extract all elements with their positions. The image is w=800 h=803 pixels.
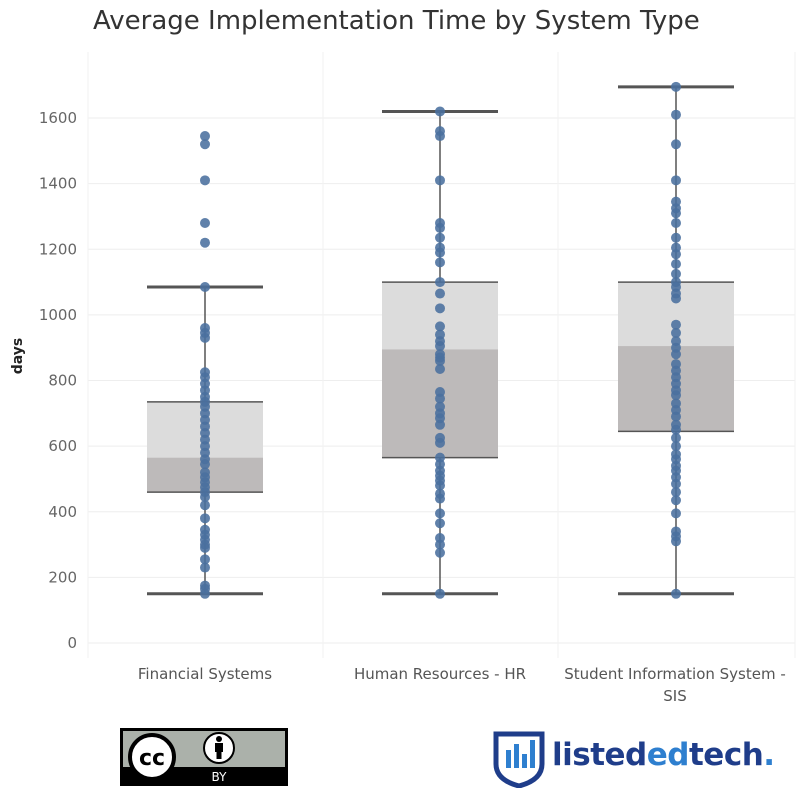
- data-point: [435, 126, 445, 137]
- y-tick-label: 1200: [39, 240, 77, 258]
- data-point: [671, 336, 681, 347]
- x-category-label-line: Financial Systems: [138, 665, 272, 683]
- data-point: [200, 323, 210, 333]
- data-point: [200, 281, 210, 292]
- data-point: [671, 109, 681, 120]
- data-point: [435, 432, 445, 443]
- listedtech-logo-text: listededtech.: [552, 737, 775, 773]
- data-point: [671, 359, 681, 370]
- data-point: [671, 588, 681, 599]
- data-point: [435, 508, 445, 519]
- data-point: [200, 175, 210, 186]
- data-point: [200, 139, 210, 150]
- data-point: [671, 449, 681, 460]
- license-label: BY: [212, 770, 228, 784]
- y-tick-label: 600: [48, 437, 77, 455]
- logo-text-listed: listed: [552, 737, 647, 773]
- person-icon: [203, 732, 235, 764]
- data-point: [200, 467, 210, 478]
- cc-icon: [128, 733, 176, 781]
- box-plot: 0 200 400 600 800 1000 1200 1400 1600 days Finan…: [10, 52, 796, 705]
- data-point: [671, 175, 681, 186]
- data-point: [671, 319, 681, 330]
- data-point: [435, 218, 445, 228]
- data-point: [435, 303, 445, 314]
- data-point: [671, 487, 681, 498]
- data-point: [671, 196, 681, 207]
- data-point: [671, 259, 681, 270]
- data-point: [671, 268, 681, 279]
- data-point: [435, 257, 445, 268]
- x-category-label: Student Information System - SIS: [564, 665, 786, 705]
- data-point: [671, 441, 681, 452]
- data-point: [671, 398, 681, 409]
- data-point: [671, 81, 681, 92]
- data-point: [435, 175, 445, 186]
- x-category-label: Human Resources - HR: [354, 665, 526, 683]
- data-point: [671, 495, 681, 506]
- data-point: [200, 367, 210, 378]
- data-point: [671, 526, 681, 537]
- x-category-label: Financial Systems: [138, 665, 272, 683]
- listedtech-shield-icon: [493, 731, 545, 788]
- data-point: [671, 419, 681, 430]
- logo-text-ed: ed: [646, 737, 690, 773]
- data-point: [200, 524, 210, 535]
- data-point: [671, 277, 681, 288]
- y-tick-label: 200: [48, 568, 77, 586]
- y-tick-label: 800: [48, 372, 77, 390]
- creative-commons-badge: cc BY: [120, 728, 288, 786]
- data-point: [671, 327, 681, 338]
- data-point: [671, 139, 681, 150]
- data-point: [671, 432, 681, 443]
- data-point: [435, 401, 445, 412]
- data-point: [435, 288, 445, 299]
- data-point: [435, 329, 445, 340]
- y-tick-label: 0: [67, 634, 77, 652]
- logo-text-tech: tech: [688, 737, 764, 773]
- data-point: [435, 242, 445, 253]
- data-point: [435, 232, 445, 243]
- logo-text-dot: .: [763, 737, 775, 773]
- data-point: [435, 386, 445, 397]
- chart-title: Average Implementation Time by System Ty…: [93, 6, 700, 36]
- data-point: [200, 218, 210, 228]
- x-category-label-line: Student Information System -: [564, 665, 786, 683]
- data-point: [671, 232, 681, 243]
- data-point: [200, 554, 210, 565]
- data-point: [435, 106, 445, 117]
- data-point: [435, 349, 445, 360]
- data-point: [435, 321, 445, 332]
- data-point: [200, 513, 210, 524]
- x-category-label-line: Human Resources - HR: [354, 665, 526, 683]
- data-point: [200, 131, 210, 142]
- y-tick-label: 1000: [39, 306, 77, 324]
- data-point: [200, 580, 210, 591]
- data-point: [200, 562, 210, 573]
- data-point: [435, 277, 445, 288]
- cc-icon-text: cc: [139, 746, 165, 771]
- data-point: [671, 218, 681, 228]
- data-point: [435, 452, 445, 463]
- y-axis-ticks: 0 200 400 600 800 1000 1200 1400 1600: [39, 109, 77, 652]
- data-point: [435, 364, 445, 375]
- data-point: [435, 518, 445, 529]
- x-axis-categories: Financial Systems Human Resources - HR Stu…: [138, 665, 786, 705]
- data-point: [200, 500, 210, 511]
- data-point: [435, 533, 445, 543]
- data-point: [200, 237, 210, 248]
- data-points: [200, 81, 681, 599]
- data-point: [671, 242, 681, 253]
- data-point: [671, 508, 681, 519]
- data-point: [435, 488, 445, 499]
- data-point: [435, 588, 445, 599]
- data-point: [435, 547, 445, 558]
- x-category-label-line: SIS: [663, 687, 686, 705]
- y-axis-label: days: [10, 338, 26, 375]
- y-tick-label: 400: [48, 503, 77, 521]
- y-tick-label: 1600: [39, 109, 77, 127]
- y-tick-label: 1400: [39, 175, 77, 193]
